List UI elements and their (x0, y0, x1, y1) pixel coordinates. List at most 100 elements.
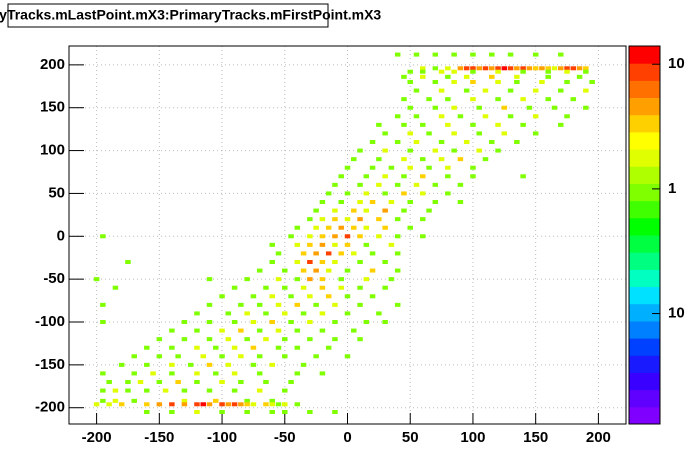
cell (156, 380, 163, 384)
y-tick-label: -200 (35, 399, 65, 416)
cell (570, 66, 577, 71)
cell (244, 398, 250, 403)
cell (282, 337, 288, 342)
cell (388, 200, 395, 204)
cell (558, 88, 564, 93)
cell (420, 174, 426, 179)
cell (489, 52, 495, 57)
cell (420, 234, 426, 239)
cell (144, 402, 150, 407)
cell (325, 225, 332, 230)
cell (231, 402, 238, 407)
cell (313, 302, 319, 307)
cell (313, 208, 319, 213)
cell (394, 52, 401, 57)
palette-band (629, 338, 660, 356)
cell (576, 66, 583, 71)
cell (470, 69, 476, 74)
palette-band (629, 217, 660, 236)
cell (194, 345, 200, 350)
cell (457, 114, 464, 119)
cell (394, 268, 401, 273)
cell (357, 285, 363, 290)
cell (382, 174, 388, 179)
cell (256, 388, 263, 393)
cell (382, 225, 388, 230)
cell (357, 302, 363, 307)
cell (294, 260, 301, 264)
cell (225, 402, 232, 407)
cell (144, 345, 150, 350)
cell (420, 74, 426, 79)
cell (144, 362, 150, 367)
cell (338, 285, 344, 290)
cell (156, 354, 163, 359)
cell (238, 328, 244, 333)
cell (169, 362, 175, 367)
cell (394, 140, 401, 144)
cell (363, 242, 370, 247)
cell (394, 234, 401, 239)
cell (470, 165, 476, 170)
cell (344, 268, 351, 273)
cell (338, 174, 344, 179)
cell (307, 260, 313, 264)
cell (206, 320, 213, 324)
cell (344, 294, 351, 299)
y-tick-label: 100 (40, 142, 65, 159)
cell (244, 337, 250, 342)
cell (564, 114, 570, 119)
heatmap-cells (93, 52, 595, 414)
y-tick-label: -100 (35, 313, 65, 330)
cell (489, 66, 495, 71)
cell (501, 105, 508, 110)
cell (332, 260, 338, 264)
cell (162, 388, 169, 393)
cell (206, 302, 213, 307)
cell (382, 285, 388, 290)
cell (213, 398, 219, 403)
cell (307, 217, 313, 222)
cell (325, 251, 332, 256)
cell (169, 410, 175, 414)
y-tick-label: 50 (48, 184, 65, 201)
cell (275, 402, 282, 407)
cell (426, 208, 432, 213)
cell (401, 208, 407, 213)
cell (363, 191, 370, 196)
cell (169, 345, 175, 350)
cell (313, 225, 319, 230)
palette-frame (628, 45, 661, 425)
cell (112, 388, 119, 393)
cell (476, 105, 482, 110)
cell (420, 66, 426, 71)
palette-band (629, 355, 660, 373)
cell (231, 285, 238, 290)
cell (282, 285, 288, 290)
cell (532, 88, 539, 93)
cell (532, 114, 539, 119)
cell (307, 294, 313, 299)
cell (288, 234, 294, 239)
cell (407, 69, 413, 74)
cell (125, 388, 131, 393)
cell (319, 260, 326, 264)
cell (357, 260, 363, 264)
cell (344, 311, 351, 316)
cell (332, 182, 338, 187)
cell (495, 69, 501, 74)
cell (583, 88, 589, 93)
cell (206, 388, 213, 393)
cell (432, 182, 439, 187)
palette-band (629, 320, 660, 339)
cell (532, 52, 539, 57)
cell (532, 131, 539, 136)
cell (231, 371, 238, 376)
cell (175, 354, 181, 359)
cell (420, 157, 426, 162)
cell (589, 80, 595, 84)
y-tick-label: -50 (43, 270, 65, 287)
cell (219, 328, 225, 333)
plot-frame (68, 45, 627, 425)
cell (564, 66, 570, 71)
